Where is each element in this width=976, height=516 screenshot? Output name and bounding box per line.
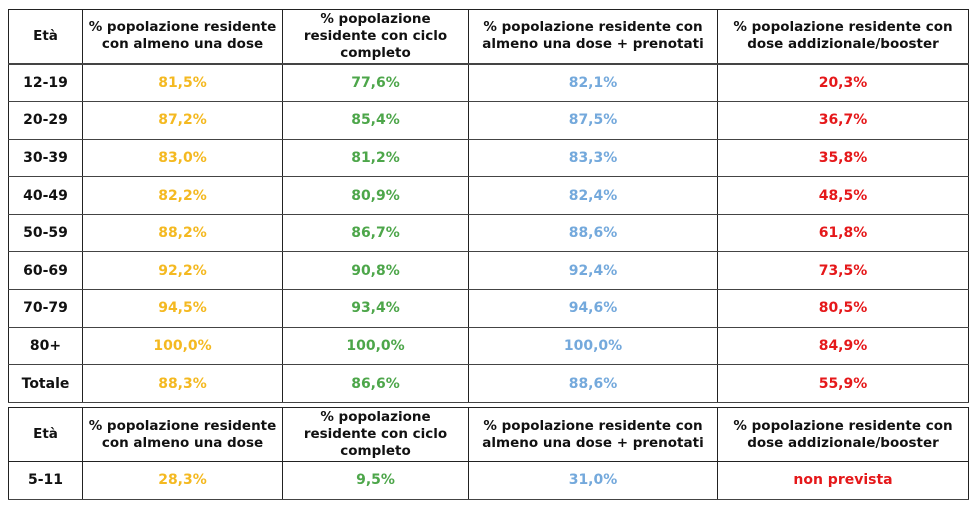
age-cell: 70-79 [8, 289, 83, 328]
almeno-una-dose-cell: 81,5% [82, 62, 283, 103]
ciclo-completo-cell: 77,6% [282, 62, 469, 103]
almeno-una-dose-cell: 94,5% [82, 289, 283, 328]
age-cell: 30-39 [8, 138, 83, 178]
table-row: 80+ 100,0% 100,0% 100,0% 84,9% [8, 326, 969, 366]
booster-cell: 48,5% [717, 176, 969, 215]
header-ciclo-completo: % popolazione residente con ciclo comple… [282, 407, 469, 462]
header-booster: % popolazione residente con dose addizio… [717, 9, 969, 65]
almeno-una-dose-cell: 82,2% [82, 176, 283, 215]
booster-cell: 84,9% [717, 326, 969, 366]
almeno-una-dose-cell: 100,0% [82, 326, 283, 366]
header-booster: % popolazione residente con dose addizio… [717, 407, 969, 462]
almeno-una-dose-cell: 88,3% [82, 364, 283, 403]
table-row: Totale 88,3% 86,6% 88,6% 55,9% [8, 364, 969, 403]
prenotati-cell: 83,3% [468, 138, 718, 178]
table-row: 50-59 88,2% 86,7% 88,6% 61,8% [8, 213, 969, 253]
ciclo-completo-cell: 93,4% [282, 289, 469, 328]
ciclo-completo-cell: 86,7% [282, 213, 469, 253]
table-row: 5-11 28,3% 9,5% 31,0% non prevista [8, 461, 969, 500]
header-eta: Età [8, 9, 83, 65]
age-cell: 50-59 [8, 213, 83, 253]
age-cell: 60-69 [8, 251, 83, 291]
table-row: 30-39 83,0% 81,2% 83,3% 35,8% [8, 138, 969, 178]
ciclo-completo-cell: 80,9% [282, 176, 469, 215]
almeno-una-dose-cell: 92,2% [82, 251, 283, 291]
prenotati-cell: 82,1% [468, 62, 718, 103]
prenotati-cell: 92,4% [468, 251, 718, 291]
table-row: 70-79 94,5% 93,4% 94,6% 80,5% [8, 289, 969, 328]
age-cell: 20-29 [8, 101, 83, 140]
booster-cell: 35,8% [717, 138, 969, 178]
header-ciclo-completo: % popolazione residente con ciclo comple… [282, 9, 469, 65]
almeno-una-dose-cell: 88,2% [82, 213, 283, 253]
booster-cell: non prevista [717, 461, 969, 500]
age-cell: 80+ [8, 326, 83, 366]
header-almeno-una-dose: % popolazione residente con almeno una d… [82, 9, 283, 65]
header-almeno-una-dose: % popolazione residente con almeno una d… [82, 407, 283, 462]
ciclo-completo-cell: 81,2% [282, 138, 469, 178]
prenotati-cell: 31,0% [468, 461, 718, 500]
prenotati-cell: 88,6% [468, 213, 718, 253]
header-prenotati: % popolazione residente con almeno una d… [468, 9, 718, 65]
vaccination-table-main: Età % popolazione residente con almeno u… [8, 9, 969, 403]
prenotati-cell: 87,5% [468, 101, 718, 140]
prenotati-cell: 88,6% [468, 364, 718, 403]
booster-cell: 55,9% [717, 364, 969, 403]
header-prenotati: % popolazione residente con almeno una d… [468, 407, 718, 462]
header-row: Età % popolazione residente con almeno u… [8, 407, 969, 462]
booster-cell: 80,5% [717, 289, 969, 328]
age-cell: Totale [8, 364, 83, 403]
booster-cell: 61,8% [717, 213, 969, 253]
ciclo-completo-cell: 9,5% [282, 461, 469, 500]
booster-cell: 73,5% [717, 251, 969, 291]
age-cell: 12-19 [8, 62, 83, 103]
table-row: 20-29 87,2% 85,4% 87,5% 36,7% [8, 101, 969, 140]
table-row: 40-49 82,2% 80,9% 82,4% 48,5% [8, 176, 969, 215]
almeno-una-dose-cell: 87,2% [82, 101, 283, 140]
ciclo-completo-cell: 90,8% [282, 251, 469, 291]
prenotati-cell: 82,4% [468, 176, 718, 215]
ciclo-completo-cell: 100,0% [282, 326, 469, 366]
almeno-una-dose-cell: 28,3% [82, 461, 283, 500]
header-row: Età % popolazione residente con almeno u… [8, 9, 969, 65]
vaccination-table-5-11: Età % popolazione residente con almeno u… [8, 407, 969, 500]
age-cell: 5-11 [8, 461, 83, 500]
age-cell: 40-49 [8, 176, 83, 215]
header-eta: Età [8, 407, 83, 462]
table-row: 12-19 81,5% 77,6% 82,1% 20,3% [8, 62, 969, 103]
ciclo-completo-cell: 85,4% [282, 101, 469, 140]
booster-cell: 20,3% [717, 62, 969, 103]
table-row: 60-69 92,2% 90,8% 92,4% 73,5% [8, 251, 969, 291]
booster-cell: 36,7% [717, 101, 969, 140]
almeno-una-dose-cell: 83,0% [82, 138, 283, 178]
prenotati-cell: 94,6% [468, 289, 718, 328]
prenotati-cell: 100,0% [468, 326, 718, 366]
ciclo-completo-cell: 86,6% [282, 364, 469, 403]
